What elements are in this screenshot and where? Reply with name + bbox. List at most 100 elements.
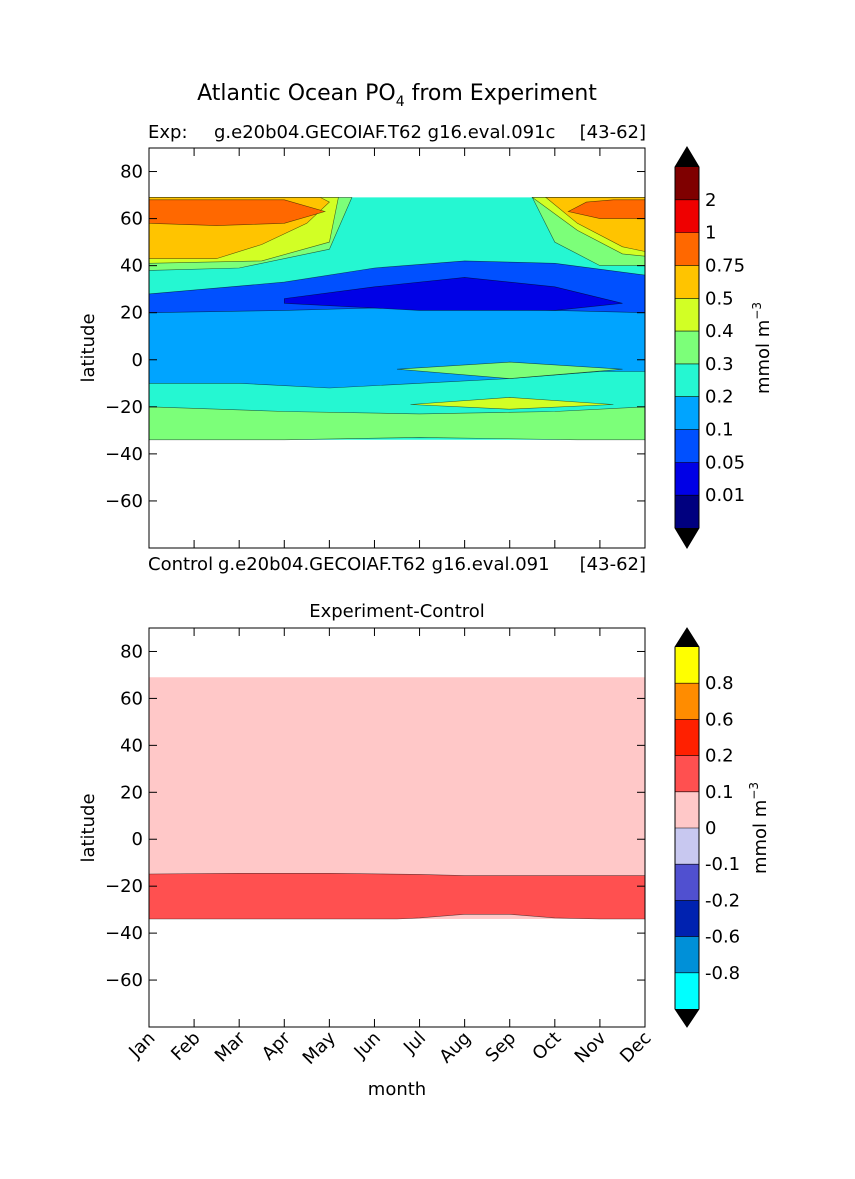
x-tick-label: Jun [350, 1028, 385, 1063]
colorbar-swatch [675, 647, 699, 684]
y-tick-label: 80 [120, 641, 143, 662]
colorbar-swatch [675, 864, 699, 901]
colorbar-tick-label: 0.6 [705, 709, 734, 730]
experiment-contour-region-3 [396, 361, 623, 379]
colorbar-tick-label: -0.6 [705, 927, 740, 948]
colorbar-tick-label: 0.05 [705, 452, 745, 473]
y-tick-label: −20 [105, 876, 143, 897]
control-label: Control [148, 554, 213, 575]
colorbar-tick-label: 0.4 [705, 321, 734, 342]
colorbar-swatch [675, 791, 699, 828]
colorbar-tick-label: 2 [705, 190, 716, 211]
x-tick-label: Feb [167, 1028, 204, 1065]
colorbar-tick-label: 1 [705, 223, 716, 244]
colorbar-swatch [675, 828, 699, 865]
difference-y-axis: 80 60 40 20 0 −20 −40 −60 [105, 641, 645, 991]
colorbar-extend-bottom [675, 528, 699, 548]
figure-title: Atlantic Ocean PO4 from Experiment [197, 81, 597, 110]
difference-contour-region-1 [149, 872, 645, 920]
colorbar-extend-bottom [675, 1009, 699, 1027]
y-tick-label: 60 [120, 209, 143, 230]
colorbar-swatch [675, 298, 699, 332]
y-tick-label: −60 [105, 970, 143, 991]
difference-contour-region-0 [149, 677, 645, 919]
colorbar-tick-label: 0.1 [705, 782, 734, 803]
difference-colorbar-label: mmol m−3 [747, 782, 771, 874]
y-tick-label: 40 [120, 735, 143, 756]
difference-contour-plot [148, 627, 646, 1028]
colorbar-tick-label: 0.2 [705, 387, 734, 408]
x-tick-label: Aug [435, 1028, 475, 1068]
colorbar-swatch [675, 199, 699, 233]
x-tick-label: Dec [616, 1028, 655, 1067]
experiment-contour-region-13 [149, 199, 326, 226]
x-tick-label: Nov [571, 1027, 611, 1067]
y-tick-label: 80 [120, 162, 143, 183]
colorbar-swatch [675, 462, 699, 496]
colorbar-tick-label: 0.3 [705, 354, 734, 375]
exp-years: [43-62] [580, 122, 646, 143]
colorbar-swatch [675, 331, 699, 364]
colorbar-tick-label: -0.1 [705, 854, 740, 875]
experiment-contour-region-4 [410, 397, 614, 410]
colorbar-swatch [675, 265, 699, 299]
x-tick-label: May [299, 1027, 340, 1068]
colorbar-swatch [675, 232, 699, 266]
difference-xlabel: month [368, 1079, 426, 1100]
x-tick-label: Sep [481, 1028, 520, 1067]
colorbar-swatch [675, 396, 699, 430]
experiment-colorbar-label: mmol m−3 [750, 302, 774, 394]
y-tick-label: 0 [132, 350, 143, 371]
colorbar-extend-top [675, 147, 699, 167]
colorbar-swatch [675, 936, 699, 973]
colorbar-tick-label: 0.1 [705, 420, 734, 441]
colorbar-swatch [675, 972, 699, 1009]
colorbar-outline [674, 146, 700, 549]
colorbar-swatch [675, 495, 699, 528]
y-tick-label: −40 [105, 923, 143, 944]
colorbar-swatch [675, 429, 699, 463]
y-tick-label: −40 [105, 444, 143, 465]
experiment-contour-region-1 [149, 406, 645, 441]
colorbar-outline [674, 627, 700, 1028]
control-years: [43-62] [580, 554, 646, 575]
y-tick-label: 20 [120, 782, 143, 803]
colorbar-tick-label: 0.75 [705, 255, 745, 276]
colorbar-swatch [675, 719, 699, 756]
colorbar-swatch [675, 363, 699, 397]
colorbar-tick-label: 0.01 [705, 485, 745, 506]
x-tick-label: Mar [211, 1027, 250, 1066]
colorbar-tick-label: 0 [705, 818, 716, 839]
y-tick-label: 60 [120, 688, 143, 709]
colorbar-tick-label: -0.2 [705, 890, 740, 911]
colorbar-swatch [675, 755, 699, 792]
colorbar-swatch [675, 167, 699, 200]
y-tick-label: 20 [120, 303, 143, 324]
colorbar-tick-label: 0.2 [705, 746, 734, 767]
axes-frame [148, 147, 646, 549]
y-tick-label: −20 [105, 397, 143, 418]
colorbar-tick-label: 0.8 [705, 673, 734, 694]
x-tick-label: Jul [399, 1028, 430, 1059]
experiment-colorbar: 0.01 0.05 0.1 0.2 0.3 0.4 0.5 0.75 1 2 [674, 146, 745, 549]
y-tick-label: −60 [105, 491, 143, 512]
colorbar-tick-label: -0.8 [705, 963, 740, 984]
control-case-name: g.e20b04.GECOIAF.T62 g16.eval.091 [218, 554, 550, 575]
colorbar-tick-label: 0.5 [705, 288, 734, 309]
x-tick-label: Apr [258, 1027, 295, 1064]
x-tick-label: Oct [528, 1028, 565, 1065]
colorbar-swatch [675, 900, 699, 937]
exp-label: Exp: [148, 122, 188, 143]
experiment-contour-plot [148, 147, 646, 549]
difference-title: Experiment-Control [309, 601, 485, 622]
y-tick-label: 40 [120, 256, 143, 277]
difference-ylabel: latitude [78, 793, 99, 862]
y-tick-label: 0 [132, 829, 143, 850]
colorbar-swatch [675, 683, 699, 720]
difference-colorbar: -0.8 -0.6 -0.2 -0.1 0 0.1 0.2 0.6 0.8 [674, 627, 740, 1028]
colorbar-extend-top [675, 628, 699, 647]
experiment-contour-region-14 [567, 199, 645, 219]
experiment-ylabel: latitude [78, 313, 99, 382]
experiment-contour-region-6 [283, 277, 623, 311]
